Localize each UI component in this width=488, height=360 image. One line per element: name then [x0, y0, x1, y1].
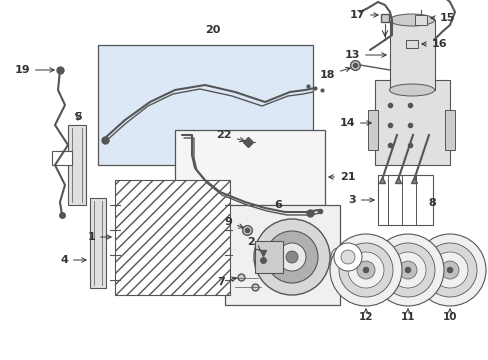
Circle shape — [347, 252, 383, 288]
Circle shape — [338, 243, 392, 297]
Text: 15: 15 — [430, 13, 454, 23]
Circle shape — [413, 234, 485, 306]
Bar — [90, 198, 106, 288]
Ellipse shape — [330, 248, 345, 266]
Text: 13: 13 — [344, 50, 386, 60]
Text: 19: 19 — [14, 65, 54, 75]
Bar — [414, 15, 426, 25]
Circle shape — [422, 243, 476, 297]
Circle shape — [278, 243, 305, 271]
Circle shape — [329, 234, 401, 306]
Circle shape — [362, 267, 368, 273]
Bar — [98, 45, 312, 165]
Circle shape — [333, 243, 361, 271]
Text: 22: 22 — [216, 130, 244, 142]
Circle shape — [253, 219, 329, 295]
Bar — [175, 130, 325, 220]
Bar — [444, 110, 454, 150]
Ellipse shape — [389, 84, 434, 96]
Circle shape — [404, 267, 410, 273]
Circle shape — [285, 251, 297, 263]
Circle shape — [446, 267, 452, 273]
Circle shape — [380, 243, 434, 297]
Text: 10: 10 — [442, 312, 456, 322]
Bar — [374, 80, 449, 165]
Text: 21: 21 — [328, 172, 355, 182]
Circle shape — [265, 231, 317, 283]
Text: 20: 20 — [205, 25, 220, 35]
Text: 1: 1 — [87, 232, 111, 242]
Bar — [377, 175, 432, 225]
Circle shape — [389, 252, 425, 288]
Text: 18: 18 — [319, 67, 349, 80]
Text: 7: 7 — [217, 277, 236, 287]
Bar — [52, 151, 72, 165]
Circle shape — [356, 261, 374, 279]
Text: 17: 17 — [349, 10, 377, 20]
Circle shape — [431, 252, 467, 288]
Circle shape — [440, 261, 458, 279]
Text: 3: 3 — [347, 195, 373, 205]
Bar — [68, 125, 86, 205]
Text: 16: 16 — [421, 39, 447, 49]
Bar — [389, 20, 434, 90]
Text: 8: 8 — [427, 198, 435, 208]
Text: 4: 4 — [60, 255, 86, 265]
Text: 11: 11 — [400, 312, 414, 322]
Text: 5: 5 — [74, 112, 81, 122]
Bar — [224, 205, 339, 305]
Text: 14: 14 — [339, 118, 370, 128]
Text: 12: 12 — [358, 312, 372, 322]
Bar — [367, 110, 377, 150]
Ellipse shape — [389, 14, 434, 26]
Bar — [115, 180, 229, 295]
Text: 2: 2 — [247, 237, 260, 251]
Bar — [254, 241, 283, 273]
Circle shape — [398, 261, 416, 279]
Circle shape — [340, 250, 354, 264]
Text: 9: 9 — [224, 217, 243, 228]
Text: 6: 6 — [273, 200, 282, 210]
Circle shape — [371, 234, 443, 306]
Bar — [405, 40, 417, 48]
